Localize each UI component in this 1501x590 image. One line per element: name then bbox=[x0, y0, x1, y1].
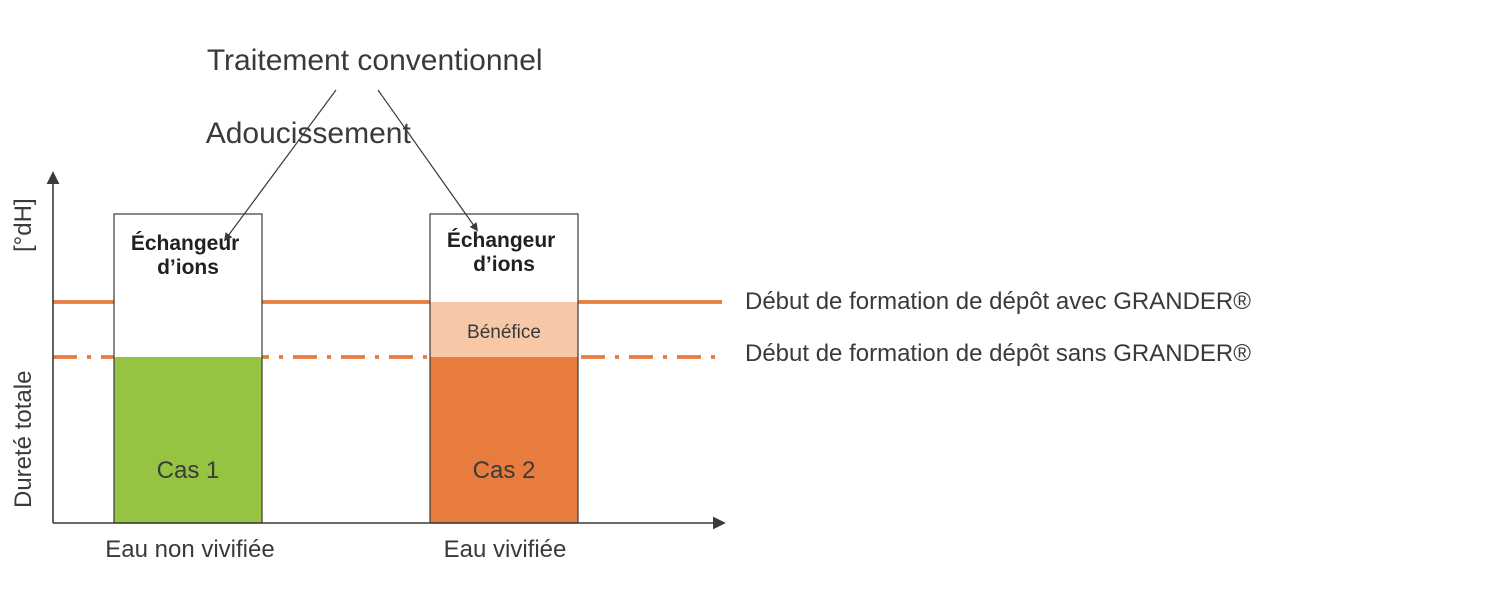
y-axis-label-1: Dureté totale bbox=[10, 484, 38, 508]
y-axis-label-2: [°dH] bbox=[10, 228, 38, 252]
ref-caption-with-grander: Début de formation de dépôt avec GRANDER… bbox=[745, 288, 1251, 316]
bar-cas1-fill-label: Cas 1 bbox=[157, 457, 220, 484]
bar-cas2: Échangeur d’ions Bénéfice Cas 2 bbox=[430, 214, 578, 523]
bar-cas1: Échangeur d’ions Cas 1 bbox=[114, 214, 262, 523]
bar-cas2-benefit-label: Bénéfice bbox=[467, 322, 541, 343]
x-category-1: Eau non vivifiée bbox=[80, 536, 300, 564]
chart-title-line1: Traitement conventionnel bbox=[207, 44, 543, 77]
x-category-2: Eau vivifiée bbox=[420, 536, 590, 564]
chart-title: Traitement conventionnel Adoucissement bbox=[174, 6, 543, 189]
chart-canvas: Échangeur d’ions Cas 1 Échangeur d’ions … bbox=[0, 0, 1501, 590]
bar-cas2-fill-label: Cas 2 bbox=[473, 457, 536, 484]
ref-caption-without-grander: Début de formation de dépôt sans GRANDER… bbox=[745, 340, 1251, 368]
chart-title-line2: Adoucissement bbox=[206, 117, 411, 150]
